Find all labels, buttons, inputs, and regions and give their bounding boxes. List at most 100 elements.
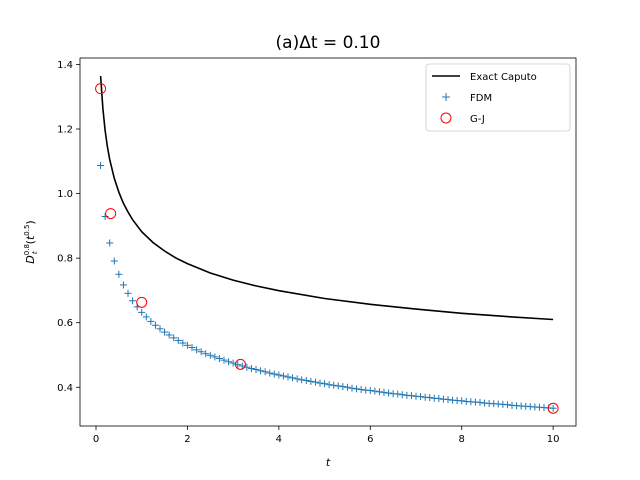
fdm-point (165, 331, 173, 339)
fdm-point (179, 339, 187, 347)
fdm-point (316, 379, 324, 387)
fdm-point (371, 387, 379, 395)
fdm-point (325, 381, 333, 389)
y-tick-label: 0.8 (57, 254, 73, 265)
fdm-point (426, 394, 434, 402)
fdm-point (206, 351, 214, 359)
fdm-point (101, 212, 109, 220)
series-line-exact-caputo (99, 76, 554, 321)
fdm-point (197, 348, 205, 356)
fdm-point (353, 385, 361, 393)
fdm-point (220, 356, 228, 364)
fdm-point (129, 297, 137, 305)
fdm-point (394, 390, 402, 398)
legend-label-fdm: FDM (470, 93, 492, 104)
plot-area: 0 2 4 6 8 10 0.4 0.6 0.8 1.0 1.2 1.4 (57, 57, 577, 445)
fdm-point (193, 346, 201, 354)
chart-title: (a)Δt = 0.10 (276, 33, 381, 53)
fdm-point (293, 375, 301, 383)
x-tick-label: 6 (367, 434, 373, 445)
fdm-point (151, 321, 159, 329)
plot-frame (79, 57, 577, 427)
fdm-point (270, 370, 278, 378)
fdm-point (257, 367, 265, 375)
fdm-point (110, 257, 118, 265)
fdm-point (115, 270, 123, 278)
fdm-point (275, 371, 283, 379)
x-tick-label: 8 (459, 434, 465, 445)
fdm-point (339, 383, 347, 391)
fdm-point (266, 369, 274, 377)
fdm-point (284, 373, 292, 381)
fdm-point (279, 372, 287, 380)
fdm-point (298, 376, 306, 384)
x-tick-label: 2 (184, 434, 190, 445)
fdm-point (302, 376, 310, 384)
fdm-point (398, 391, 406, 399)
fdm-point (307, 377, 315, 385)
fdm-point (106, 239, 114, 247)
legend-label-gj: G-J (470, 114, 485, 125)
fdm-point (97, 161, 105, 169)
fdm-point (202, 350, 210, 358)
x-axis: 0 2 4 6 8 10 (93, 426, 560, 445)
fdm-point (334, 382, 342, 390)
legend-frame (425, 63, 571, 132)
fdm-point (417, 393, 425, 401)
y-tick-label: 1.2 (57, 125, 73, 136)
gj-point (234, 358, 246, 370)
fdm-point (385, 389, 393, 397)
fdm-point (138, 308, 146, 316)
fdm-point (247, 365, 255, 373)
legend-marker-gj (440, 112, 452, 124)
y-tick-label: 1.4 (57, 60, 73, 71)
x-tick-label: 0 (93, 434, 99, 445)
fdm-point (174, 336, 182, 344)
fdm-point (444, 396, 452, 404)
fdm-point (124, 289, 132, 297)
fdm-point (211, 353, 219, 361)
gj-point (547, 402, 559, 414)
fdm-point (289, 374, 297, 382)
series-layer (95, 76, 559, 414)
fdm-point (261, 368, 269, 376)
fdm-point (161, 328, 169, 336)
x-tick-label: 4 (276, 434, 282, 445)
y-tick-label: 0.6 (57, 318, 73, 329)
svg-text:D0.8t(t0.5): D0.8t(t0.5) (23, 220, 39, 263)
legend-label-exact: Exact Caputo (470, 72, 537, 83)
fdm-point (252, 366, 260, 374)
fdm-point (142, 313, 150, 321)
fdm-point (549, 404, 557, 412)
fdm-point (380, 388, 388, 396)
fdm-point (321, 380, 329, 388)
fdm-point (147, 317, 155, 325)
gj-point (136, 296, 148, 308)
y-axis: 0.4 0.6 0.8 1.0 1.2 1.4 (57, 60, 80, 394)
legend-marker-fdm (442, 93, 450, 101)
fdm-point (183, 341, 191, 349)
fdm-point (225, 358, 233, 366)
y-tick-label: 0.4 (57, 383, 73, 394)
fdm-point (238, 362, 246, 370)
fdm-point (215, 355, 223, 363)
fdm-point (458, 397, 466, 405)
fdm-point (366, 386, 374, 394)
fdm-point (188, 344, 196, 352)
fdm-point (407, 392, 415, 400)
y-tick-label: 1.0 (57, 189, 73, 200)
gj-point (95, 83, 107, 95)
fdm-point (170, 334, 178, 342)
fdm-point (119, 281, 127, 289)
y-axis-title: D0.8t(t0.5) (23, 220, 39, 263)
fdm-point (156, 325, 164, 333)
fdm-point (357, 386, 365, 394)
fdm-point (476, 398, 484, 406)
fdm-point (375, 388, 383, 396)
fdm-point (435, 395, 443, 403)
fdm-point (503, 401, 511, 409)
legend: Exact Caputo FDM G-J (425, 63, 571, 132)
fdm-point (348, 384, 356, 392)
fdm-point (311, 378, 319, 386)
